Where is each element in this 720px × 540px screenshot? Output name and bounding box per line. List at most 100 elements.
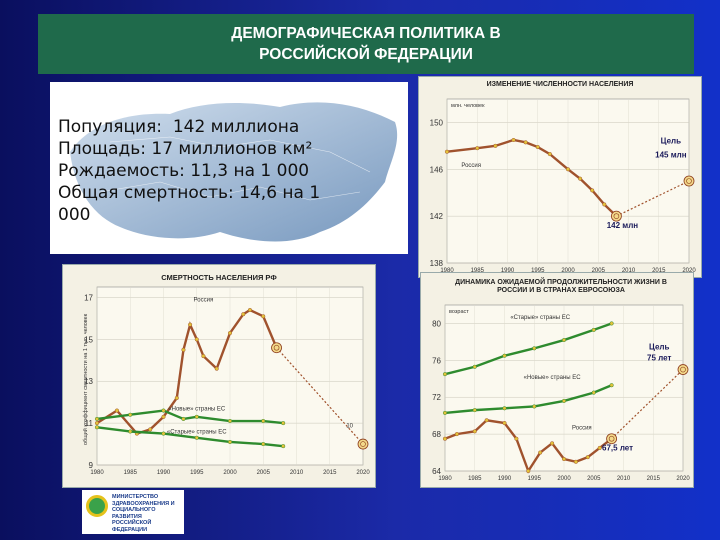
data-point <box>472 408 477 413</box>
target-marker-inner <box>686 178 692 184</box>
data-point <box>454 432 459 437</box>
annotation-label: Цель <box>649 342 669 351</box>
data-point <box>484 418 489 423</box>
data-point <box>247 307 252 313</box>
data-point <box>161 414 166 419</box>
data-point <box>602 202 607 207</box>
series-line <box>616 180 690 217</box>
annotation-label: Россия <box>194 298 214 304</box>
data-point <box>442 436 448 441</box>
data-point <box>227 331 233 336</box>
target-marker-inner <box>273 344 280 351</box>
y-tick-label: 13 <box>84 377 93 386</box>
data-point <box>194 414 199 419</box>
data-point <box>573 459 578 464</box>
y-tick-label: 64 <box>432 467 441 476</box>
data-point <box>281 421 286 426</box>
life-expectancy-chart-svg: 64 68 72 76 80 1980 1985 1990 1995 2000 2005 2010 20… <box>432 304 690 482</box>
data-point <box>514 436 519 441</box>
series-line <box>96 409 284 425</box>
x-tick-label: 1990 <box>498 476 512 482</box>
annotation-label: «Новые» страны ЕС <box>524 375 582 381</box>
y-tick-label: 150 <box>430 118 444 127</box>
target-marker <box>610 210 622 222</box>
data-point <box>94 425 100 430</box>
target-marker <box>606 433 618 445</box>
data-point <box>442 372 448 377</box>
x-tick-label: 1980 <box>90 470 104 476</box>
target-marker <box>683 175 695 187</box>
title-line-1: ДЕМОГРАФИЧЕСКАЯ ПОЛИТИКА В <box>231 25 501 42</box>
annotation-label: Россия <box>572 426 592 432</box>
data-point <box>181 416 186 421</box>
x-tick-label: 2000 <box>557 476 571 482</box>
title-line-2: РОССИЙСКОЙ ФЕДЕРАЦИИ <box>259 46 473 63</box>
x-tick-label: 1985 <box>468 476 482 482</box>
target-marker-inner <box>360 441 366 447</box>
fact-birth-rate: Рождаемость: 11,3 на 1 000 <box>58 161 310 181</box>
data-point <box>585 455 590 460</box>
target-marker-inner <box>680 366 686 373</box>
data-point <box>475 146 480 151</box>
data-point <box>565 167 571 172</box>
fact-mortality: Общая смертность: 14,6 на 1 <box>58 183 321 203</box>
x-tick-label: 2015 <box>647 476 661 482</box>
annotation-label: «Новые» страны ЕС <box>168 407 226 413</box>
mortality-chart: СМЕРТНОСТЬ НАСЕЛЕНИЯ РФ 9 11 13 15 17 1980 198… <box>62 264 376 488</box>
y-tick-label: 11 <box>85 419 94 428</box>
x-tick-label: 1985 <box>124 470 138 476</box>
y-tick-label: 9 <box>89 461 94 470</box>
data-point <box>261 418 266 424</box>
chart-title: СМЕРТНОСТЬ НАСЕЛЕНИЯ РФ <box>161 273 277 282</box>
data-point <box>597 445 602 450</box>
data-point <box>561 337 567 343</box>
series-line <box>611 369 684 440</box>
fact-mortality-cont: 000 <box>58 205 91 225</box>
russia-map-image <box>70 102 398 242</box>
life-expectancy-chart: ДИНАМИКА ОЖИДАЕМОЙ ПРОДОЛЖИТЕЛЬНОСТИ ЖИЗ… <box>420 272 694 488</box>
data-point <box>281 444 286 449</box>
fact-area: Площадь: 17 миллионов км² <box>58 139 313 159</box>
data-point <box>181 347 186 352</box>
annotation-label: 67,5 лет <box>602 444 633 453</box>
data-point <box>442 410 448 415</box>
y-axis-label: млн. человек <box>451 103 485 109</box>
target-marker <box>677 364 689 375</box>
data-point <box>241 312 246 317</box>
fact-population: Популяция: 142 миллиона <box>58 117 300 137</box>
x-tick-label: 1980 <box>440 268 454 274</box>
data-point <box>94 416 100 421</box>
chart-title: ДИНАМИКА ОЖИДАЕМОЙ ПРОДОЛЖИТЕЛЬНОСТИ ЖИЗ… <box>455 279 667 294</box>
data-point <box>227 439 233 445</box>
data-point <box>590 188 595 193</box>
population-chart-svg: 138 142 146 150 1980 1985 1990 1995 2000 2005 2010… <box>430 98 696 274</box>
data-point <box>561 398 567 403</box>
data-point <box>550 441 555 446</box>
data-point <box>609 383 614 388</box>
y-axis-label: возраст <box>449 309 469 315</box>
y-tick-label: 138 <box>430 259 444 268</box>
y-tick-label: 17 <box>84 293 93 302</box>
data-point <box>547 152 552 157</box>
data-point <box>201 354 206 359</box>
chart-title: ИЗМЕНЕНИЕ ЧИСЛЕННОСТИ НАСЕЛЕНИЯ <box>486 81 634 88</box>
info-panel: Популяция: 142 миллиона Площадь: 17 милл… <box>50 82 408 254</box>
target-marker <box>357 438 369 450</box>
data-point <box>511 137 516 143</box>
x-tick-label: 2015 <box>652 268 666 274</box>
data-point <box>227 418 233 424</box>
ministry-emblem-icon <box>86 495 108 517</box>
target-marker-inner <box>613 213 620 219</box>
data-point <box>261 314 266 319</box>
y-tick-label: 72 <box>432 393 441 402</box>
y-tick-label: 15 <box>84 335 93 344</box>
data-point <box>194 435 199 440</box>
data-point <box>538 450 543 455</box>
data-point <box>128 412 133 417</box>
data-point <box>472 364 477 369</box>
target-marker-inner <box>608 435 615 442</box>
x-tick-label: 2000 <box>223 470 237 476</box>
data-point <box>188 322 193 327</box>
annotation-label: Цель <box>661 137 681 146</box>
data-point <box>261 442 266 447</box>
